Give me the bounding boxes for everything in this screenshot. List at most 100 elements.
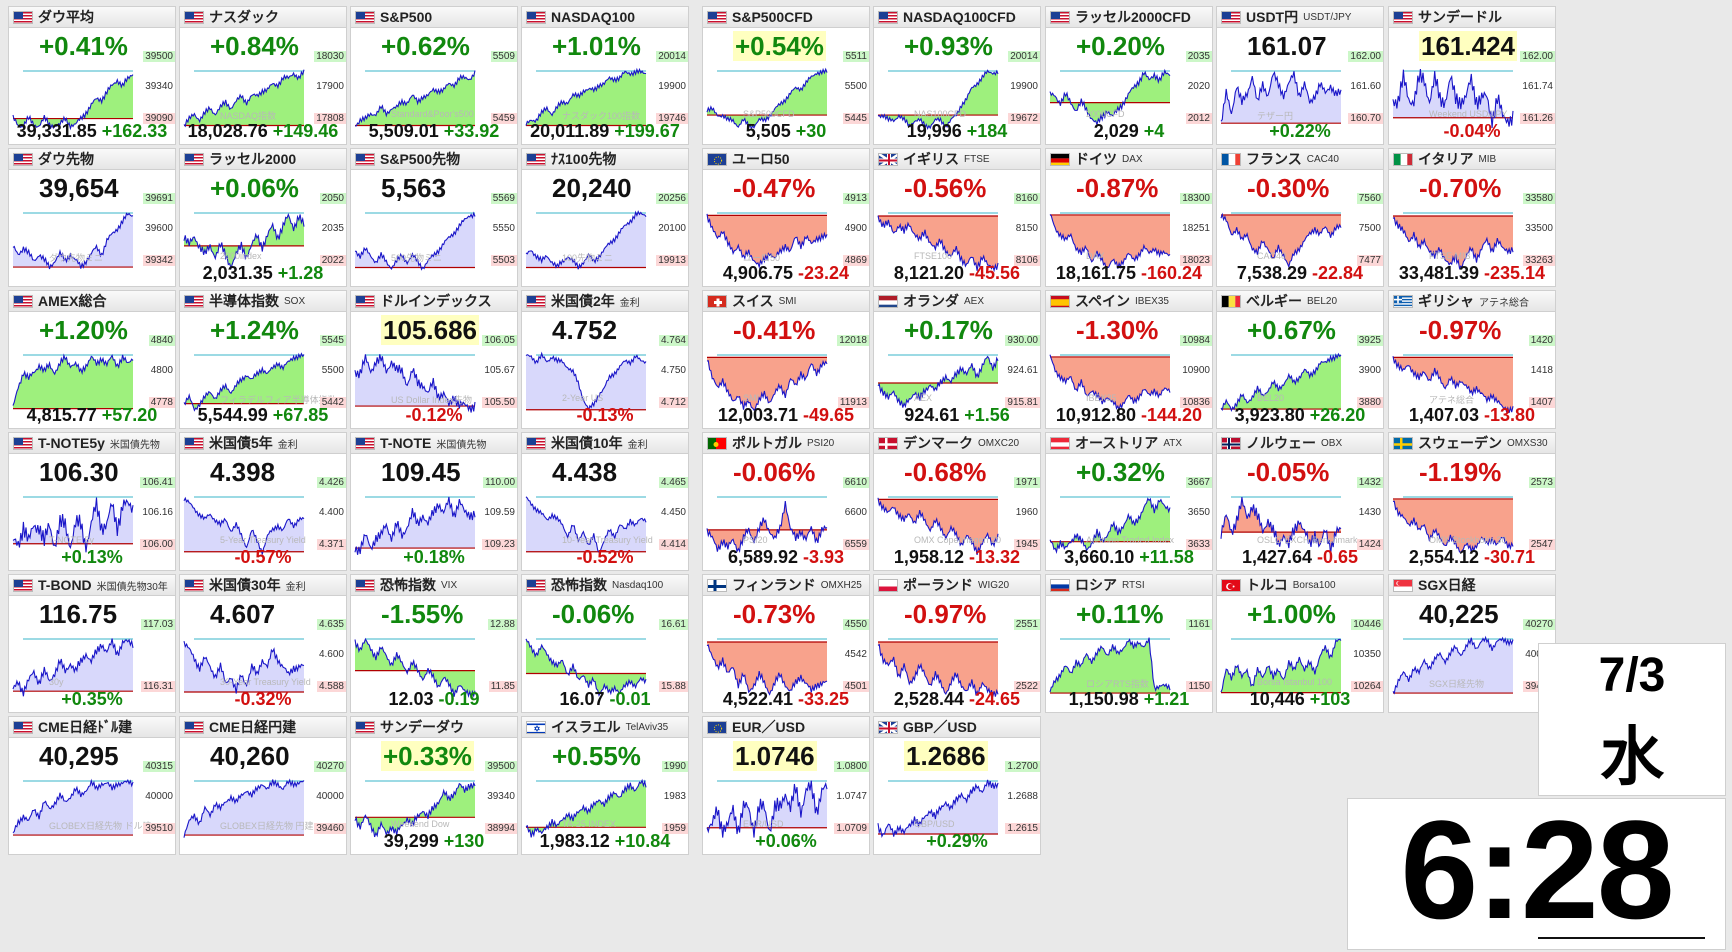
market-tile[interactable]: イギリス FTSE -0.56% FTSE100 8160 8150 8106 8,121.2…	[873, 148, 1041, 287]
tile-chart	[1049, 637, 1171, 694]
main-value-text: -1.55%	[381, 599, 464, 629]
market-tile[interactable]: ラッセル2000 +0.06% 2000index 2050 2035 2022 2,031…	[179, 148, 347, 287]
tile-price: 1,983.12	[539, 831, 610, 851]
axis-label: 1971	[1013, 477, 1040, 488]
tile-chart	[354, 354, 476, 413]
chart-area	[707, 213, 827, 267]
market-tile[interactable]: ギリシャ アテネ総合 -0.97% アテネ総合 1420 1418 1407 1,407.03…	[1388, 290, 1556, 429]
tile-title: T-BOND	[38, 577, 92, 593]
market-tile[interactable]: ﾅｽ100先物 20,240 100先物ミニ 20256 20100 19913	[521, 148, 689, 287]
market-tile[interactable]: GBP／USD 1.2686 GBP/USD 1.2700 1.2688 1.2615 +0…	[873, 716, 1041, 855]
tile-chart	[183, 352, 305, 412]
chart-watermark: 10-Year Treasury Yield	[562, 535, 653, 545]
market-tile[interactable]: イスラエル TelAviv35 +0.55% TA-25 INDEX 1990 1983 1…	[521, 716, 689, 855]
market-tile[interactable]: サンデーダウ +0.33% Weekend Dow 39500 39340 38994 39…	[350, 716, 518, 855]
market-tile[interactable]: T-NOTE5y 米国債先物 106.30 T-NOTE 5y 106.41 106.16…	[8, 432, 176, 571]
market-tile[interactable]: デンマーク OMXC20 -0.68% OMX Copenhagen 20 1971 19…	[873, 432, 1041, 571]
market-tile[interactable]: S&P500先物 5,563 500先物ミニ 5569 5550 5503	[350, 148, 518, 287]
market-tile[interactable]: S&P500CFD +0.54% S&P500CFD 5511 5500 5445 5,50…	[702, 6, 870, 145]
market-tile[interactable]: ドイツ DAX -0.87% DAX 18300 18251 18023 18,161.75 …	[1045, 148, 1213, 287]
axis-label: 1424	[1356, 539, 1383, 550]
flag-icon	[1393, 10, 1413, 24]
market-tile[interactable]: 米国債10年 金利 4.438 10-Year Treasury Yield 4.465…	[521, 432, 689, 571]
market-tile[interactable]: S&P500 +0.62% Standard&Poor's500 5509 5459 5,…	[350, 6, 518, 145]
market-tile[interactable]: NASDAQ100CFD +0.93% NAS100CFD 20014 19900 196…	[873, 6, 1041, 145]
tile-header: ポルトガル PSI20	[703, 433, 869, 454]
market-tile[interactable]: 恐怖指数 Nasdaq100 -0.06% 16.61 15.88 16.07 -0.01	[521, 574, 689, 713]
market-tile[interactable]: ユーロ50 -0.47% ユーロ50 4913 4900 4869 4,906.75 -23…	[702, 148, 870, 287]
market-tile[interactable]: スウェーデン OMXS30 -1.19% OMX Stockholm 30 2573 25…	[1388, 432, 1556, 571]
market-tile[interactable]: フィンランド OMXH25 -0.73% 4550 4542 4501 4,522.41 -…	[702, 574, 870, 713]
market-tile[interactable]: USDT円 USDT/JPY 161.07 テザー円 162.00 161.60 160.7…	[1216, 6, 1384, 145]
market-tile[interactable]: スイス SMI -0.41% SMI 12018 11913 12,003.71 -49.6…	[702, 290, 870, 429]
tile-subtitle: 金利	[619, 297, 640, 309]
tile-title: NASDAQ100CFD	[903, 9, 1016, 25]
chart-watermark: ナスダック100指数	[562, 111, 641, 121]
market-tile[interactable]: フランス CAC40 -0.30% CAC40 7560 7500 7477 7,538.29…	[1216, 148, 1384, 287]
axis-label: 39500	[485, 761, 517, 772]
tile-subtitle: SOX	[284, 295, 306, 307]
chart-watermark: Borsa Istanbul 100	[1257, 677, 1333, 687]
market-tile[interactable]: 半導体指数 SOX +1.24% フィラデルフィア半導体指数 5545 5500 5442 5…	[179, 290, 347, 429]
axis-label: 39691	[143, 193, 175, 204]
chart-watermark: SMI	[743, 393, 760, 403]
axis-label: 1960	[1015, 507, 1038, 518]
market-tile[interactable]: CME日経円建 40,260 GLOBEX日経先物 円建 40270 40000 3946…	[179, 716, 347, 855]
market-tile[interactable]: ノルウェー OBX -0.05% OSLO EXCH Benchmark 1432 143…	[1216, 432, 1384, 571]
market-tile[interactable]: AMEX総合 +1.20% 4840 4800 4778 4,815.77 +57.20	[8, 290, 176, 429]
tile-header: 恐怖指数 VIX	[351, 575, 517, 596]
chart-line	[183, 496, 305, 555]
market-tile[interactable]: EUR／USD 1.0746 EUR/USD 1.0800 1.0747 1.0709 +0…	[702, 716, 870, 855]
market-tile[interactable]: 米国債30年 金利 4.607 30-Year Treasury Yield 4.635…	[179, 574, 347, 713]
axis-label: 4800	[150, 365, 173, 376]
tile-main-value: +0.55%	[552, 741, 641, 771]
main-value-text: 161.424	[1419, 31, 1517, 61]
market-tile[interactable]: スペイン IBEX35 -1.30% IBEX35 10984 10900 10836 10,…	[1045, 290, 1213, 429]
tile-subtitle: DAX	[1122, 153, 1143, 165]
market-tile[interactable]: オランダ AEX +0.17% AEX 930.00 924.61 915.81 924.61…	[873, 290, 1041, 429]
market-tile[interactable]: ラッセル2000CFD +0.20% 2000CFD 2035 2020 2012 2,02…	[1045, 6, 1213, 145]
tile-title: 米国債5年	[209, 435, 273, 451]
market-tile[interactable]: 米国債5年 金利 4.398 5-Year Treasury Yield 4.426 4.…	[179, 432, 347, 571]
tile-header: ユーロ50	[703, 149, 869, 170]
market-tile[interactable]: ロシア RTSI +0.11% ロシアRTS指数 1161 1150 1,150.98 +1…	[1045, 574, 1213, 713]
market-tile[interactable]: NASDAQ100 +1.01% ナスダック100指数 20014 19900 19746…	[521, 6, 689, 145]
tile-change: +0.18%	[403, 547, 465, 567]
market-tile[interactable]: 恐怖指数 VIX -1.55% 12.88 11.85 12.03 -0.19	[350, 574, 518, 713]
axis-label: 2547	[1528, 539, 1555, 550]
market-tile[interactable]: ベルギー BEL20 +0.67% BEL20 3925 3900 3880 3,923.80…	[1216, 290, 1384, 429]
chart-line	[183, 352, 305, 412]
tile-title: ドルインデックス	[380, 293, 492, 309]
date-month-day: 7/3	[1598, 649, 1666, 702]
tile-main-value: -0.70%	[1419, 173, 1501, 203]
market-tile[interactable]: ポルトガル PSI20 -0.06% PSI20 6610 6600 6559 6,589.9…	[702, 432, 870, 571]
tile-chart	[1392, 354, 1514, 414]
market-tile[interactable]: ナスダック +0.84% NASDAQ指数 18030 17900 17808 18,028…	[179, 6, 347, 145]
tile-main-value: -0.68%	[904, 457, 986, 487]
tile-header: CME日経円建	[180, 717, 346, 738]
chart-line	[877, 643, 999, 697]
market-tile[interactable]: ポーランド WIG20 -0.97% 2551 2522 2,528.44 -24.65	[873, 574, 1041, 713]
market-tile[interactable]: 米国債2年 金利 4.752 2-Year US 4.764 4.750 4.712 -0.1…	[521, 290, 689, 429]
axis-label: 4.588	[316, 681, 346, 692]
chart-line	[354, 211, 476, 271]
market-tile[interactable]: オーストリア ATX +0.32% Austrian Traded Index 3667…	[1045, 432, 1213, 571]
market-tile[interactable]: T-NOTE 米国債先物 109.45 110.00 109.59 109.23 +0.18…	[350, 432, 518, 571]
main-value-text: 4.752	[552, 315, 618, 345]
axis-label: 20100	[658, 223, 686, 234]
market-tile[interactable]: トルコ Borsa100 +1.00% Borsa Istanbul 100 10446…	[1216, 574, 1384, 713]
tile-title: NASDAQ100	[551, 9, 636, 25]
market-tile[interactable]: CME日経ﾄﾞﾙ建 40,295 GLOBEX日経先物 ドル建 40315 40000 3…	[8, 716, 176, 855]
market-tile[interactable]: ダウ先物 39,654 ダウ先物ミニ 39691 39600 39342	[8, 148, 176, 287]
tile-main-value: 116.75	[39, 599, 117, 629]
axis-label: 12018	[837, 335, 869, 346]
tile-main-value: 4.438	[552, 457, 617, 487]
market-tile[interactable]: サンデードル 161.424 Weekend USD/JPY 162.00 161.74…	[1388, 6, 1556, 145]
market-tile[interactable]: ドルインデックス 105.686 US Dollar Index先物 106.05 10…	[350, 290, 518, 429]
market-tile[interactable]: イタリア MIB -0.70% FTSE MIB 33580 33500 33263 33,4…	[1388, 148, 1556, 287]
market-tile[interactable]: T-BOND 米国債先物30年 116.75 30y 117.03 116.31 +0.35…	[8, 574, 176, 713]
market-tile[interactable]: ダウ平均 +0.41% 39500 39340 39090 39,331.85 +162.…	[8, 6, 176, 145]
tile-title: S&P500CFD	[732, 9, 813, 25]
tile-title: ギリシャ	[1418, 293, 1474, 309]
